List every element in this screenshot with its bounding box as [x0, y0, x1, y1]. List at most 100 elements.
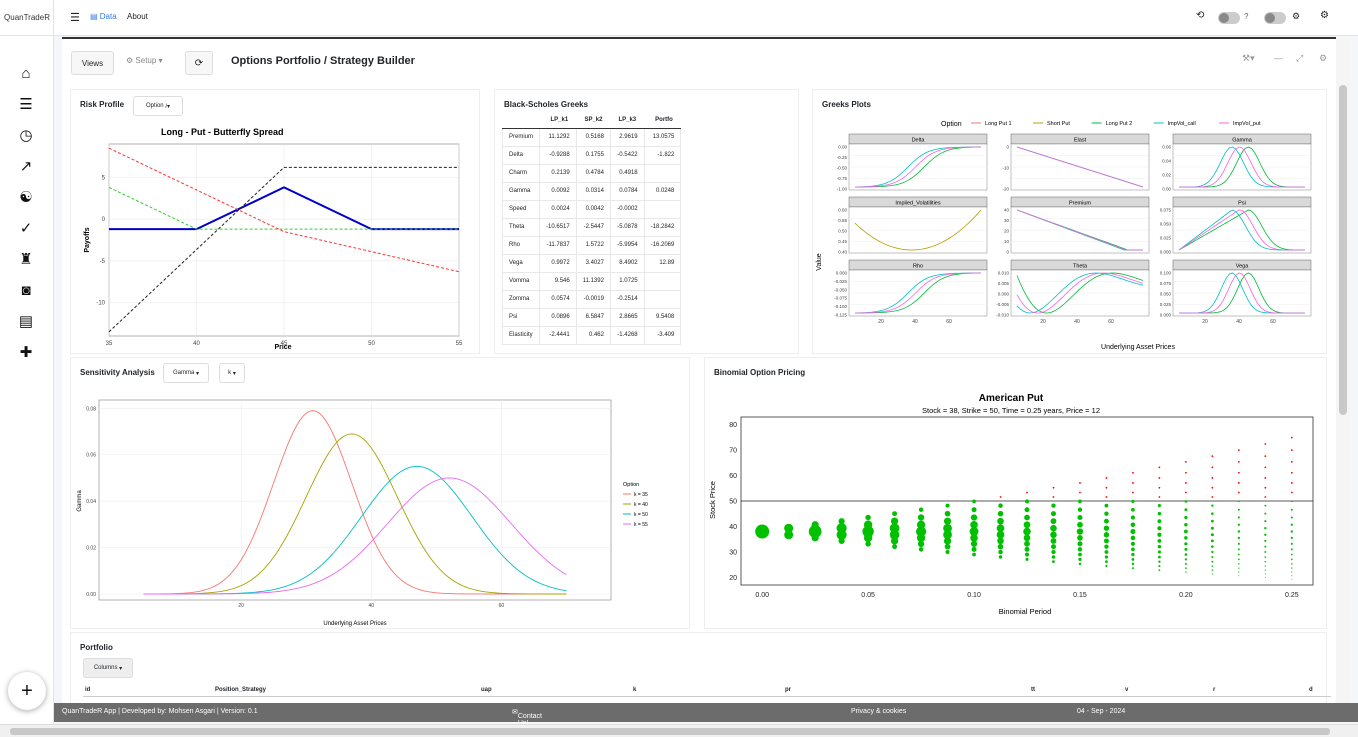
- legend-label: k = 40: [634, 502, 648, 508]
- option-dropdown[interactable]: Option /▾: [133, 96, 183, 116]
- table-header-2[interactable]: SP_k2: [576, 112, 611, 129]
- facet-y-tick: -0.025: [834, 279, 847, 284]
- table-cell: [643, 271, 682, 291]
- legend-label: Long Put 2: [1106, 121, 1133, 127]
- privacy-link[interactable]: Privacy & cookies: [851, 708, 907, 715]
- gear-small-icon[interactable]: ⚙: [1319, 53, 1328, 63]
- tree-node: [1238, 571, 1240, 573]
- table-cell: -0.9288: [539, 145, 577, 165]
- portfolio-column-pr[interactable]: pr: [785, 687, 791, 693]
- tree-node: [1291, 567, 1293, 569]
- check-icon[interactable]: ✓: [19, 220, 33, 237]
- portfolio-column-d[interactable]: d: [1309, 687, 1313, 693]
- portfolio-column-r[interactable]: r: [1213, 687, 1216, 693]
- wrench-icon[interactable]: ⚒▾: [1242, 53, 1255, 63]
- tree-node: [1237, 523, 1241, 526]
- setup-dropdown[interactable]: ⚙ Setup ▾: [126, 56, 163, 65]
- binomial-panel: Binomial Option Pricing American Put Sto…: [704, 357, 1327, 629]
- tree-node: [1264, 504, 1267, 507]
- robot-icon[interactable]: ◙: [21, 281, 31, 299]
- tree-node: [1184, 529, 1188, 534]
- portfolio-column-position_strategy[interactable]: Position_Strategy: [215, 687, 267, 693]
- row-label: Delta: [501, 145, 541, 165]
- toggle-switch-1[interactable]: [1218, 12, 1240, 24]
- minimize-icon[interactable]: —: [1274, 53, 1283, 63]
- facet-series-line: [1016, 272, 1144, 314]
- row-label: Theta: [501, 217, 541, 237]
- tree-node: [1104, 503, 1109, 508]
- tree-node: [1211, 545, 1214, 548]
- tree-node: [865, 514, 871, 521]
- facet-theta: Theta 0.010 0.005 0.000 -0.005 -0.010 20 40 60: [996, 259, 1150, 325]
- tree-node: [1104, 511, 1109, 516]
- tree-node: [970, 540, 978, 547]
- vertical-scroll-thumb[interactable]: [1339, 85, 1347, 415]
- clock-icon[interactable]: ◷: [19, 127, 33, 144]
- puzzle-icon[interactable]: ✚: [19, 344, 33, 361]
- add-button[interactable]: +: [8, 672, 46, 710]
- toggle-switch-2[interactable]: [1264, 12, 1286, 24]
- horizontal-scroll-thumb[interactable]: [10, 728, 1330, 735]
- tree-node: [1237, 482, 1240, 484]
- portfolio-column-id[interactable]: id: [85, 687, 91, 693]
- chess-icon[interactable]: ♜: [19, 251, 33, 268]
- portfolio-column-k[interactable]: k: [633, 687, 637, 693]
- row-label: Gamma: [501, 181, 541, 201]
- tree-node: [865, 541, 871, 547]
- yin-yang-icon[interactable]: ☯: [19, 189, 33, 206]
- table-header-4[interactable]: Portfo: [644, 112, 681, 129]
- table-header-1[interactable]: LP_k1: [539, 112, 577, 129]
- tree-node: [1051, 555, 1056, 559]
- tree-node: [1237, 491, 1240, 494]
- y-tick-label: 0: [102, 217, 106, 223]
- gear-icon[interactable]: ⚙: [1320, 10, 1329, 21]
- tree-node: [1290, 460, 1293, 463]
- table-row: Gamma 0.0092 0.0314 0.0784 0.0248: [501, 181, 682, 201]
- y-tick-label: 5: [102, 175, 106, 181]
- tree-node: [1290, 500, 1293, 503]
- horizontal-scrollbar[interactable]: [0, 724, 1358, 737]
- tree-node: [1025, 557, 1029, 561]
- settings-icon[interactable]: ⚙: [1292, 11, 1301, 21]
- home-icon[interactable]: ⌂: [21, 64, 31, 82]
- table-cell: 0.0024: [539, 199, 577, 219]
- param-dropdown[interactable]: k ▾: [219, 363, 245, 383]
- tree-node: [944, 510, 951, 517]
- greek-dropdown[interactable]: Gamma ▾: [163, 363, 209, 383]
- tasks-icon[interactable]: ☰: [19, 96, 33, 113]
- portfolio-column-tt[interactable]: tt: [1031, 687, 1035, 693]
- table-cell: -0.5422: [609, 145, 645, 165]
- dashboard-icon[interactable]: ▤: [18, 313, 34, 330]
- table-header-0[interactable]: [502, 112, 540, 129]
- refresh-button[interactable]: ⟳: [185, 51, 213, 75]
- tree-node: [943, 517, 952, 525]
- portfolio-column-v[interactable]: v: [1125, 687, 1129, 693]
- expand-icon[interactable]: ⤢: [1296, 53, 1304, 63]
- table-row: Vomma 9.546 11.1392 1.0725: [501, 271, 682, 291]
- chart-line-icon[interactable]: ↗: [19, 158, 33, 175]
- facet-label: Rho: [913, 264, 923, 270]
- views-button[interactable]: Views: [71, 51, 114, 75]
- x-axis-label: Underlying Asset Prices: [323, 621, 386, 627]
- tree-node: [999, 496, 1002, 498]
- columns-button[interactable]: Columns ▾: [83, 658, 133, 678]
- help-icon[interactable]: ?: [1244, 12, 1249, 21]
- table-header-3[interactable]: LP_k3: [610, 112, 645, 129]
- tree-node: [1184, 523, 1188, 527]
- nav-about-link[interactable]: About: [127, 12, 148, 21]
- facet-series-line: [1178, 209, 1306, 251]
- facet-y-tick: -0.50: [837, 166, 848, 171]
- facet-label: Implied_Volatilities: [895, 201, 940, 207]
- legend-title: Option: [623, 482, 639, 488]
- facet-y-tick: -1.00: [837, 187, 848, 192]
- portfolio-column-uap[interactable]: uap: [481, 687, 492, 693]
- vertical-scrollbar[interactable]: [1336, 37, 1350, 703]
- menu-icon[interactable]: ☰: [70, 12, 80, 24]
- binomial-title: Binomial Option Pricing: [714, 368, 806, 377]
- contact-link[interactable]: ✉ Contact Us!: [512, 709, 542, 727]
- tree-node: [1290, 536, 1293, 540]
- tree-node: [1210, 539, 1214, 543]
- sync-icon[interactable]: ⟲: [1196, 10, 1205, 21]
- y-tick-label: 60: [729, 473, 737, 480]
- nav-data-link[interactable]: ▤ Data: [90, 12, 117, 21]
